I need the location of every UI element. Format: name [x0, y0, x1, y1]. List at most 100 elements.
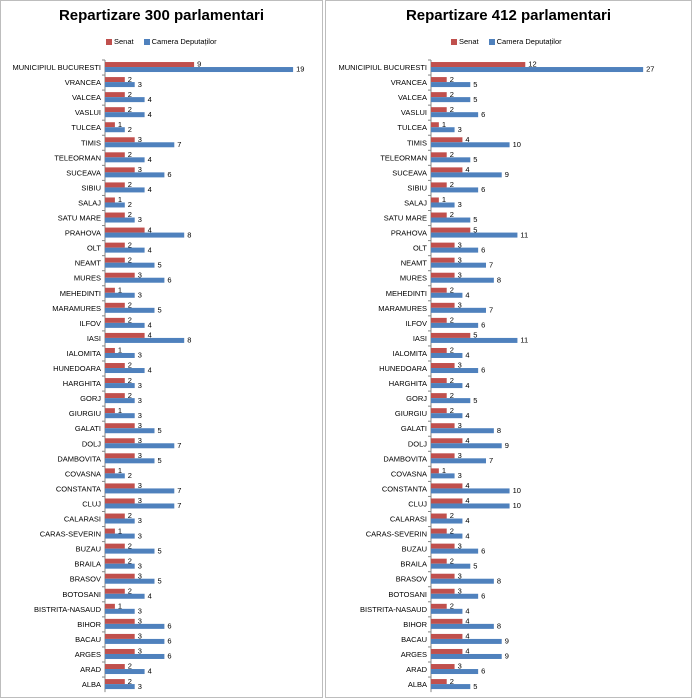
data-label: 5 — [473, 215, 477, 224]
category-label: TIMIS — [407, 138, 427, 147]
data-label: 4 — [148, 95, 152, 104]
data-label: 2 — [128, 677, 132, 686]
bar-senat — [431, 197, 439, 203]
data-label: 6 — [167, 275, 171, 284]
bar-senat — [105, 332, 145, 338]
data-label: 12 — [528, 60, 536, 69]
data-label: 9 — [505, 652, 509, 661]
data-label: 2 — [128, 75, 132, 84]
data-label: 6 — [481, 366, 485, 375]
bar-senat — [105, 483, 135, 489]
category-label: SALAJ — [404, 198, 427, 207]
data-label: 3 — [138, 215, 142, 224]
category-label: CALARASI — [64, 515, 101, 524]
category-label: GORJ — [406, 394, 427, 403]
data-label: 10 — [513, 140, 521, 149]
bar-camera — [105, 262, 155, 268]
bar-camera — [431, 217, 471, 223]
data-label: 7 — [489, 260, 493, 269]
data-label: 5 — [158, 456, 162, 465]
data-label: 3 — [138, 381, 142, 390]
bar-senat — [431, 453, 455, 459]
legend-swatch-senat — [106, 38, 112, 45]
data-label: 2 — [450, 285, 454, 294]
data-label: 4 — [148, 185, 152, 194]
data-label: 1 — [118, 466, 122, 475]
bar-senat — [105, 122, 115, 128]
bar-senat — [105, 528, 115, 534]
category-label: GIURGIU — [69, 409, 101, 418]
category-label: MUNICIPIUL BUCURESTI — [339, 63, 427, 72]
bar-camera — [105, 383, 135, 389]
bar-senat — [431, 62, 526, 68]
category-label: VALCEA — [398, 93, 427, 102]
data-label: 5 — [473, 95, 477, 104]
data-label: 3 — [138, 421, 142, 430]
legend-label-senat: Senat — [459, 37, 479, 46]
data-label: 3 — [458, 662, 462, 671]
data-label: 8 — [497, 576, 501, 585]
data-label: 7 — [177, 486, 181, 495]
data-label: 2 — [128, 361, 132, 370]
data-label: 3 — [138, 135, 142, 144]
data-label: 5 — [473, 561, 477, 570]
category-label: BACAU — [401, 635, 427, 644]
legend-swatch-camera — [488, 38, 495, 45]
data-label: 6 — [481, 591, 485, 600]
bar-senat — [431, 122, 439, 128]
bar-camera — [431, 428, 494, 434]
bar-senat — [105, 62, 195, 68]
data-label: 3 — [458, 200, 462, 209]
bar-senat — [105, 317, 125, 323]
legend-label-camera: Camera Deputaților — [151, 37, 217, 46]
bar-senat — [431, 528, 447, 534]
legend-item-camera: Camera Deputaților — [143, 37, 217, 46]
legend-label-senat: Senat — [114, 37, 134, 46]
legend-item-camera: Camera Deputaților — [488, 37, 562, 46]
category-label: PRAHOVA — [65, 229, 101, 238]
category-label: ARGES — [401, 650, 427, 659]
data-label: 5 — [473, 155, 477, 164]
data-label: 3 — [458, 471, 462, 480]
bar-senat — [105, 378, 125, 384]
category-label: TULCEA — [71, 123, 101, 132]
bar-camera — [105, 307, 155, 313]
bar-senat — [431, 423, 455, 429]
category-label: BISTRITA-NASAUD — [360, 605, 428, 614]
data-label: 4 — [148, 110, 152, 119]
data-label: 3 — [138, 481, 142, 490]
data-label: 3 — [138, 647, 142, 656]
bar-senat — [105, 558, 125, 564]
bar-camera — [105, 337, 185, 343]
category-label: ILFOV — [405, 319, 427, 328]
bar-senat — [105, 152, 125, 158]
bar-camera — [105, 608, 135, 614]
data-label: 1 — [118, 195, 122, 204]
data-label: 1 — [118, 526, 122, 535]
category-label: BUZAU — [76, 545, 101, 554]
category-label: BIHOR — [77, 620, 101, 629]
legend-swatch-senat — [451, 38, 457, 45]
data-label: 2 — [128, 240, 132, 249]
bar-camera — [431, 684, 471, 690]
data-label: 2 — [450, 180, 454, 189]
data-label: 2 — [128, 180, 132, 189]
bar-camera — [105, 653, 165, 659]
data-label: 3 — [138, 270, 142, 279]
bar-senat — [105, 92, 125, 98]
bar-senat — [431, 332, 471, 338]
bar-camera — [105, 352, 135, 358]
data-label: 2 — [128, 471, 132, 480]
bar-senat — [431, 633, 463, 639]
category-label: TIMIS — [81, 138, 101, 147]
bar-camera — [431, 488, 510, 494]
bar-senat — [431, 347, 447, 353]
bar-senat — [105, 287, 115, 293]
data-label: 3 — [138, 496, 142, 505]
bar-camera — [431, 187, 479, 193]
bar-camera — [105, 142, 175, 148]
data-label: 5 — [158, 306, 162, 315]
category-label: MURES — [400, 274, 427, 283]
bar-camera — [431, 82, 471, 88]
category-label: BRASOV — [396, 575, 427, 584]
